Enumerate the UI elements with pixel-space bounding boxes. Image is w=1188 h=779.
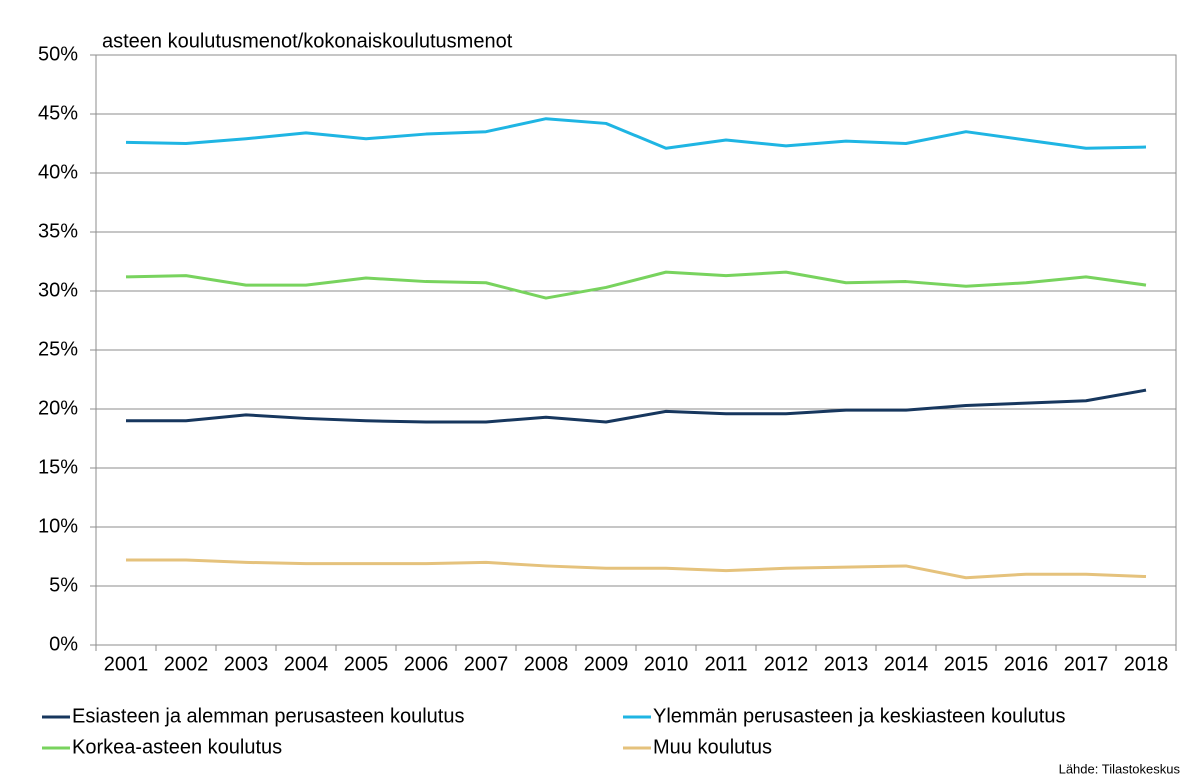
legend-label: Muu koulutus xyxy=(653,736,772,758)
y-tick-label: 45% xyxy=(38,102,78,124)
x-tick-label: 2018 xyxy=(1124,653,1169,675)
legend-label: Korkea-asteen koulutus xyxy=(72,736,282,758)
x-tick-label: 2007 xyxy=(464,653,509,675)
y-tick-label: 15% xyxy=(38,456,78,478)
legend-label: Ylemmän perusasteen ja keskiasteen koulu… xyxy=(653,705,1065,727)
x-tick-label: 2002 xyxy=(164,653,209,675)
x-tick-label: 2017 xyxy=(1064,653,1109,675)
x-tick-label: 2008 xyxy=(524,653,569,675)
x-tick-label: 2005 xyxy=(344,653,389,675)
x-tick-label: 2013 xyxy=(824,653,869,675)
x-tick-label: 2014 xyxy=(884,653,929,675)
x-tick-label: 2016 xyxy=(1004,653,1049,675)
x-tick-label: 2015 xyxy=(944,653,989,675)
x-tick-label: 2001 xyxy=(104,653,149,675)
series-line xyxy=(125,117,1147,150)
x-tick-label: 2006 xyxy=(404,653,449,675)
y-tick-label: 50% xyxy=(38,43,78,65)
x-tick-label: 2011 xyxy=(704,653,747,675)
series-line xyxy=(126,558,1147,580)
x-tick-label: 2003 xyxy=(224,653,269,675)
y-tick-label: 0% xyxy=(49,633,78,655)
legend-label: Esiasteen ja alemman perusasteen koulutu… xyxy=(72,705,464,727)
y-tick-label: 20% xyxy=(38,397,78,419)
series-line xyxy=(126,388,1147,424)
x-tick-label: 2009 xyxy=(584,653,629,675)
y-tick-label: 30% xyxy=(38,279,78,301)
y-tick-label: 40% xyxy=(38,161,78,183)
x-tick-label: 2010 xyxy=(644,653,689,675)
chart-title: asteen koulutusmenot/kokonaiskoulutusmen… xyxy=(102,30,513,52)
x-tick-label: 2012 xyxy=(764,653,809,675)
y-tick-label: 10% xyxy=(38,515,78,537)
series-line xyxy=(125,270,1147,300)
y-tick-label: 35% xyxy=(38,220,78,242)
x-tick-label: 2004 xyxy=(284,653,329,675)
y-tick-label: 25% xyxy=(38,338,78,360)
source: Lähde: Tilastokeskus xyxy=(1059,761,1181,776)
y-tick-label: 5% xyxy=(49,574,78,596)
